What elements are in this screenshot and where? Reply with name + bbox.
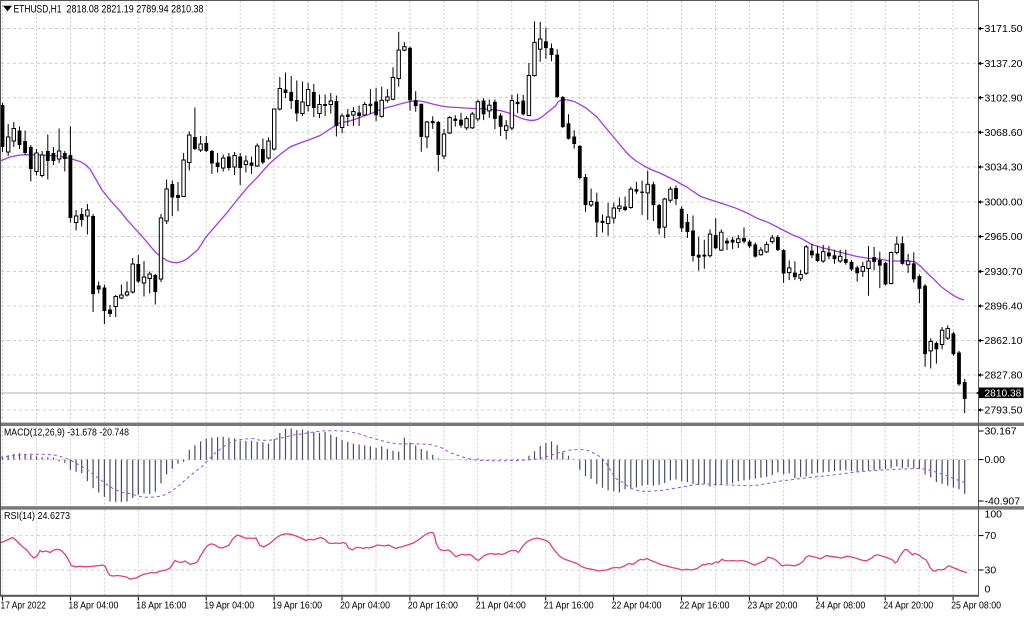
svg-text:2965.00: 2965.00 xyxy=(985,231,1023,243)
svg-text:23 Apr 20:00: 23 Apr 20:00 xyxy=(747,600,797,612)
svg-text:0: 0 xyxy=(985,584,991,596)
svg-text:ETHUSD,H1: ETHUSD,H1 xyxy=(14,3,62,15)
svg-text:0.00: 0.00 xyxy=(985,454,1006,466)
svg-text:18 Apr 04:00: 18 Apr 04:00 xyxy=(68,600,118,612)
svg-text:3034.30: 3034.30 xyxy=(985,162,1023,174)
svg-text:2827.80: 2827.80 xyxy=(985,370,1023,382)
svg-text:19 Apr 16:00: 19 Apr 16:00 xyxy=(272,600,322,612)
svg-text:21 Apr 16:00: 21 Apr 16:00 xyxy=(544,600,594,612)
svg-text:25 Apr 08:00: 25 Apr 08:00 xyxy=(951,600,1001,612)
svg-text:3068.60: 3068.60 xyxy=(985,127,1023,139)
svg-text:20 Apr 04:00: 20 Apr 04:00 xyxy=(340,600,390,612)
svg-text:3000.00: 3000.00 xyxy=(985,197,1023,209)
svg-text:-40.907: -40.907 xyxy=(985,496,1021,508)
svg-text:18 Apr 16:00: 18 Apr 16:00 xyxy=(136,600,186,612)
svg-text:22 Apr 16:00: 22 Apr 16:00 xyxy=(680,600,730,612)
svg-text:2793.50: 2793.50 xyxy=(985,405,1023,417)
svg-text:2896.40: 2896.40 xyxy=(985,301,1023,313)
svg-text:2930.70: 2930.70 xyxy=(985,266,1023,278)
svg-text:19 Apr 04:00: 19 Apr 04:00 xyxy=(204,600,254,612)
svg-text:3102.90: 3102.90 xyxy=(985,92,1023,104)
svg-text:22 Apr 04:00: 22 Apr 04:00 xyxy=(612,600,662,612)
svg-text:30: 30 xyxy=(985,565,997,577)
svg-text:MACD(12,26,9) -31.678 -20.748: MACD(12,26,9) -31.678 -20.748 xyxy=(4,427,129,439)
svg-text:3137.20: 3137.20 xyxy=(985,58,1023,70)
svg-text:2862.10: 2862.10 xyxy=(985,335,1023,347)
svg-text:20 Apr 16:00: 20 Apr 16:00 xyxy=(408,600,458,612)
svg-text:70: 70 xyxy=(985,530,997,542)
svg-text:24 Apr 08:00: 24 Apr 08:00 xyxy=(815,600,865,612)
svg-text:30.167: 30.167 xyxy=(985,426,1017,438)
svg-text:21 Apr 04:00: 21 Apr 04:00 xyxy=(476,600,526,612)
svg-text:RSI(14) 24.6273: RSI(14) 24.6273 xyxy=(4,510,70,522)
svg-text:2818.08 2821.19 2789.94 2810.3: 2818.08 2821.19 2789.94 2810.38 xyxy=(67,3,204,15)
svg-text:17 Apr 2022: 17 Apr 2022 xyxy=(1,600,47,612)
svg-text:24 Apr 20:00: 24 Apr 20:00 xyxy=(883,600,933,612)
svg-text:2810.38: 2810.38 xyxy=(985,388,1022,399)
svg-text:3171.50: 3171.50 xyxy=(985,23,1023,35)
svg-text:100: 100 xyxy=(985,508,1003,520)
